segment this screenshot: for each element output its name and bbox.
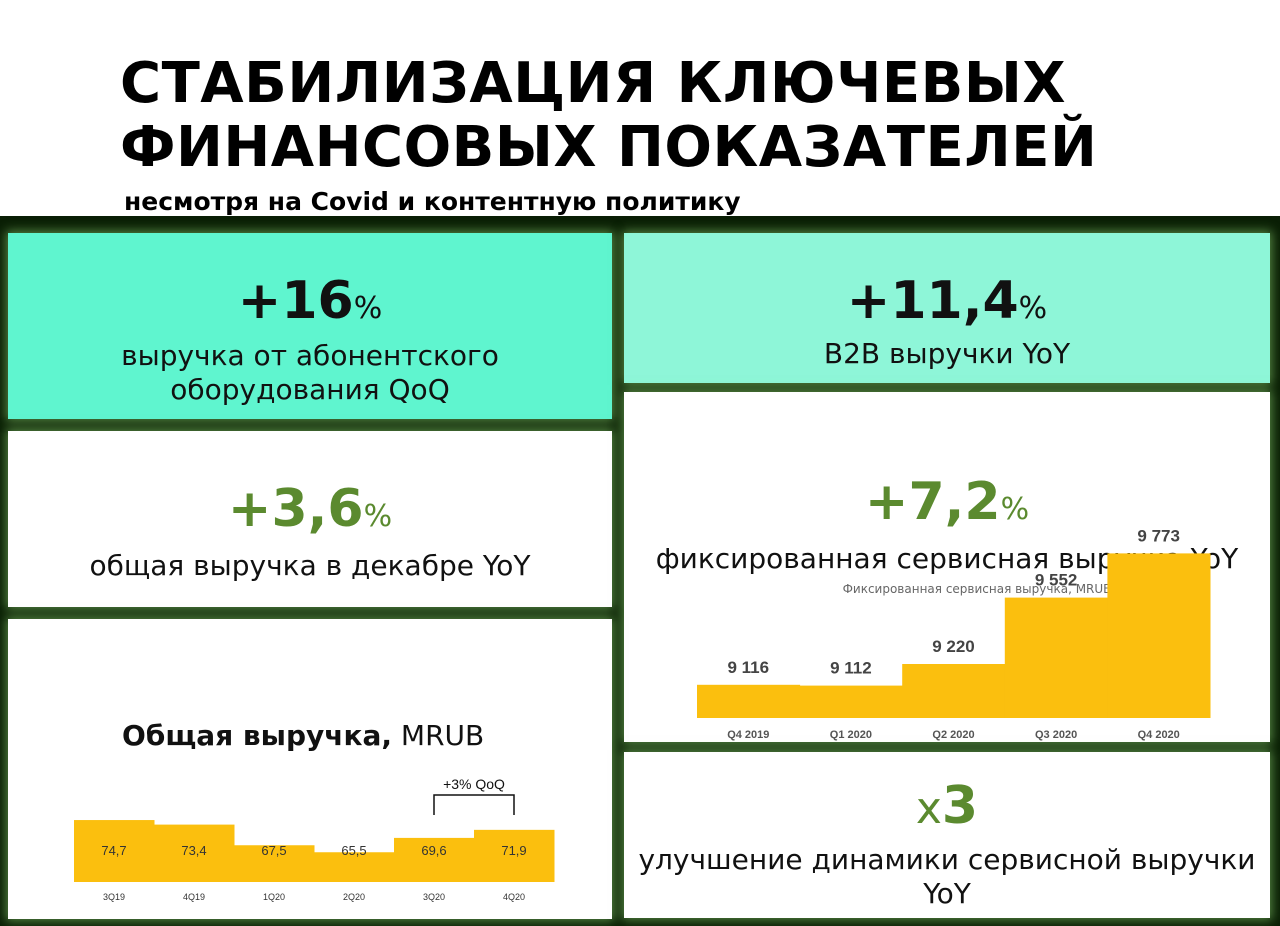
data-label: 9 112 (830, 659, 872, 678)
data-label: 65,5 (341, 843, 366, 858)
total-december-card: +3,6% общая выручка в декабре YoY (8, 431, 612, 607)
data-label: 69,6 (421, 843, 446, 858)
total-revenue-chart: 74,7 3Q19 73,4 4Q19 67,5 1Q20 65,5 2Q20 69,6 3Q20… (74, 776, 555, 902)
b2b-revenue-value: +11,4% (624, 273, 1270, 337)
value-number: +3,6 (227, 479, 364, 539)
x-tick-label: Q3 2020 (1035, 729, 1077, 741)
fixed-service-value: +7,2% (624, 474, 1270, 538)
x-tick-label: 3Q20 (423, 892, 445, 902)
chart-bar (234, 845, 315, 882)
service-dynamics-card: x3 улучшение динамики сервисной выручки … (624, 752, 1270, 918)
value-unit: % (1000, 492, 1030, 527)
x-tick-label: Q2 2020 (932, 729, 974, 741)
value-number: +7,2 (864, 472, 1001, 532)
label-line-2: YoY (923, 877, 971, 910)
value-unit: % (363, 499, 393, 534)
data-label: 9 116 (727, 658, 769, 677)
data-label: 67,5 (261, 843, 286, 858)
x-tick-label: 4Q20 (503, 892, 525, 902)
x-tick-label: Q4 2019 (727, 729, 769, 741)
data-label: 9 773 (1137, 526, 1180, 545)
b2b-revenue-card: +11,4% B2B выручки YoY (624, 233, 1270, 383)
x-tick-label: Q1 2020 (830, 729, 872, 741)
equipment-revenue-label: выручка от абонентского оборудования QoQ (8, 339, 612, 407)
chart-bar (799, 685, 903, 718)
qoq-annotation: +3% QoQ (443, 776, 505, 792)
page-title: СТАБИЛИЗАЦИЯ КЛЮЧЕВЫХ ФИНАНСОВЫХ ПОКАЗАТ… (120, 52, 1097, 180)
chart-bar (74, 820, 155, 882)
b2b-revenue-label: B2B выручки YoY (823, 337, 1071, 370)
chart-title-rest: MRUB (392, 719, 485, 752)
data-label: 9 220 (932, 637, 975, 656)
value-number: +16 (237, 271, 354, 331)
data-label: 73,4 (181, 843, 206, 858)
value-number: 3 (941, 776, 979, 836)
equipment-revenue-card: +16% выручка от абонентского оборудовани… (8, 233, 612, 419)
total-revenue-chart-title: Общая выручка, MRUB (122, 719, 484, 752)
label-line-1: выручка от абонентского (121, 339, 499, 372)
data-label: 71,9 (501, 843, 526, 858)
x-tick-label: 4Q19 (183, 892, 205, 902)
data-label: 9 552 (1035, 571, 1078, 590)
title-line-1: СТАБИЛИЗАЦИЯ КЛЮЧЕВЫХ (120, 51, 1067, 116)
qoq-bracket (433, 794, 515, 815)
chart-bar (902, 664, 1006, 718)
chart-bar (1107, 553, 1211, 718)
x-tick-label: Q4 2020 (1138, 729, 1180, 741)
chart-bar (314, 852, 395, 882)
total-december-label: общая выручка в декабре YoY (89, 549, 531, 582)
equipment-revenue-value: +16% (8, 273, 612, 337)
data-label: 74,7 (101, 843, 126, 858)
x-tick-label: 3Q19 (103, 892, 125, 902)
fixed-service-chart: 9 116 Q4 2019 9 112 Q1 2020 9 220 Q2 2020 9 55… (697, 526, 1211, 741)
chart-bar (394, 837, 475, 882)
service-dynamics-label: улучшение динамики сервисной выручки YoY (624, 843, 1270, 911)
chart-title-bold: Общая выручка, (122, 719, 393, 752)
header: СТАБИЛИЗАЦИЯ КЛЮЧЕВЫХ ФИНАНСОВЫХ ПОКАЗАТ… (0, 0, 1280, 216)
value-unit: % (353, 291, 383, 326)
total-december-value: +3,6% (8, 481, 612, 545)
label-line-1: улучшение динамики сервисной выручки (638, 843, 1256, 876)
value-number: +11,4 (846, 271, 1019, 331)
chart-bar (154, 824, 235, 882)
label-line-2: оборудования QoQ (170, 373, 450, 406)
fixed-service-card: +7,2% фиксированная сервисная выручка Yo… (624, 392, 1270, 742)
chart-bar (1004, 597, 1108, 718)
x-tick-label: 2Q20 (343, 892, 365, 902)
value-prefix: x (915, 783, 942, 834)
x-tick-label: 1Q20 (263, 892, 285, 902)
page-subtitle: несмотря на Covid и контентную политику (124, 187, 741, 216)
title-line-2: ФИНАНСОВЫХ ПОКАЗАТЕЛЕЙ (120, 115, 1098, 180)
chart-bar (474, 829, 555, 882)
service-dynamics-value: x3 (624, 778, 1270, 837)
total-revenue-card: Общая выручка, MRUB 74,7 3Q19 73,4 4Q19 67,5… (8, 619, 612, 919)
chart-bar (697, 684, 801, 718)
value-unit: % (1018, 291, 1048, 326)
fixed-service-chart-title: Фиксированная сервисная выручка, MRUB (842, 582, 1112, 596)
